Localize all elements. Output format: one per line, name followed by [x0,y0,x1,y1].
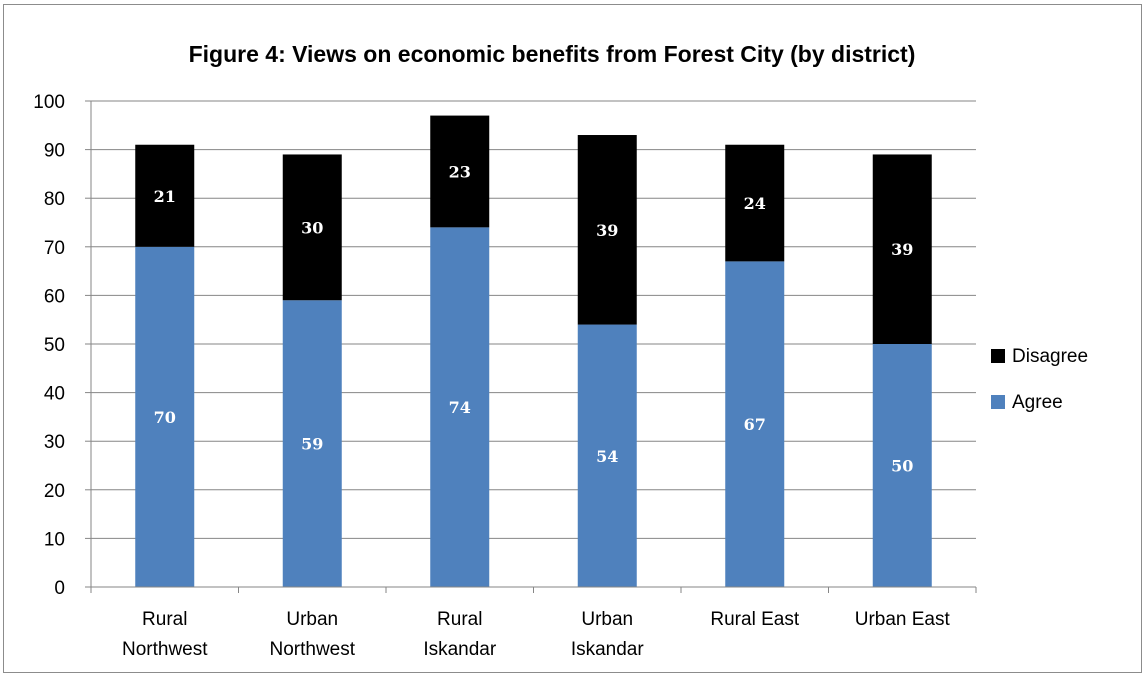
bar-disagree [872,154,932,344]
data-label-disagree: 21 [154,187,176,206]
y-tick-label: 30 [44,432,65,453]
bar-agree [282,300,342,587]
y-tick-label: 0 [54,578,65,599]
bar-agree [135,246,195,588]
y-tick-label: 60 [44,286,65,307]
data-label-disagree: 39 [891,240,913,259]
y-tick-label: 90 [44,141,65,162]
x-category-label: Rural Northwest [122,609,208,660]
bar-disagree [135,144,195,247]
y-axis: 0 10 20 30 40 50 60 70 80 90 100 [33,92,92,599]
x-category-label: Urban Iskandar [571,609,645,660]
data-label-disagree: 23 [449,162,471,181]
chart-title: Figure 4: Views on economic benefits fro… [189,41,916,67]
legend-label-agree: Agree [1012,392,1063,413]
x-category-label: Rural Iskandar [423,609,497,660]
legend: Disagree Agree [991,346,1088,413]
legend-swatch-disagree [991,349,1005,363]
bar-disagree [725,144,785,262]
data-label-agree: 67 [744,415,766,434]
x-category-label: Rural East [710,609,799,630]
bar-agree [872,344,932,587]
y-tick-label: 10 [44,529,65,550]
y-tick-label: 100 [33,92,65,113]
gridlines [91,100,976,539]
bar-agree [430,227,490,588]
legend-swatch-agree [991,395,1005,409]
data-label-agree: 50 [891,457,913,476]
data-label-agree: 70 [154,408,176,427]
data-label-disagree: 39 [596,221,618,240]
y-tick-label: 70 [44,238,65,259]
y-tick-label: 20 [44,481,65,502]
bars: 70 21 59 30 74 23 54 39 67 24 50 39 [135,115,932,588]
x-category-label: Urban East [855,609,951,630]
bar-disagree [430,115,490,228]
bar-agree [577,324,637,587]
data-label-agree: 59 [301,435,323,454]
bar-disagree [577,135,637,325]
legend-label-disagree: Disagree [1012,346,1088,367]
y-tick-label: 50 [44,335,65,356]
data-label-agree: 54 [596,447,618,466]
bar-disagree [282,154,342,301]
x-axis: Rural Northwest Urban Northwest Rural Iskanda… [90,586,977,660]
y-tick-label: 40 [44,384,65,405]
data-label-agree: 74 [449,398,471,417]
data-label-disagree: 24 [744,194,766,213]
x-category-label: Urban Northwest [269,609,355,660]
bar-agree [725,261,785,587]
y-tick-label: 80 [44,189,65,210]
data-label-disagree: 30 [301,218,323,237]
